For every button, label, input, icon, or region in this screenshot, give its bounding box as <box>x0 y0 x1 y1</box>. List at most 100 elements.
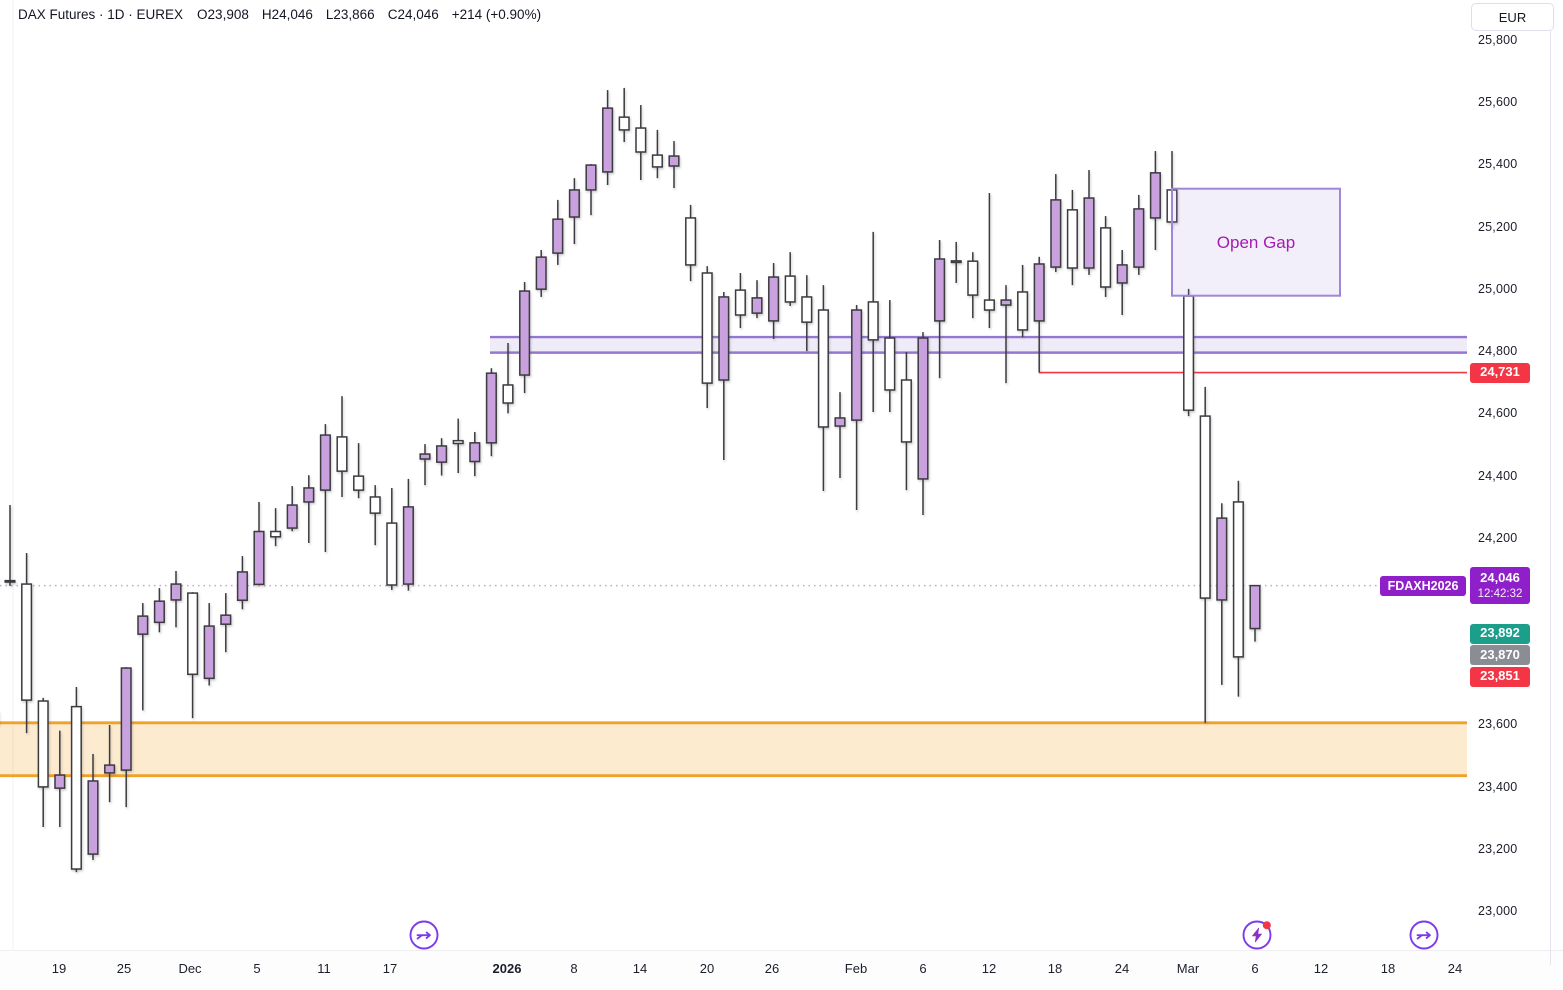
time-tick-label: 14 <box>632 961 648 976</box>
candle <box>21 552 33 734</box>
time-axis[interactable]: 19 25 Dec 5 11 17 2026 8 14 20 26 Feb 6 12 18 24 Mar 6 12 1… <box>0 950 1563 990</box>
candle <box>618 87 630 143</box>
candle <box>1232 480 1244 697</box>
price-tick-label: 23,600 <box>1478 717 1518 732</box>
price-tick-label: 25,400 <box>1478 157 1518 172</box>
candle <box>54 730 66 828</box>
price-tick-label: 23,400 <box>1478 779 1518 794</box>
candle <box>983 193 995 329</box>
candle <box>87 753 99 860</box>
candle <box>452 418 464 474</box>
price-tick-label: 24,200 <box>1478 530 1518 545</box>
candle <box>70 687 82 873</box>
badge-price: 23,870 <box>1480 646 1520 662</box>
chart-canvas[interactable]: Open Gap <box>0 0 1467 950</box>
candle <box>685 204 697 282</box>
time-tick-label: 18 <box>1047 961 1063 976</box>
time-tick-label: Mar <box>1176 961 1200 976</box>
badge-price: 24,046 <box>1480 570 1520 586</box>
candle <box>104 724 116 803</box>
badge-price: 23,892 <box>1480 625 1520 641</box>
candle <box>286 486 298 532</box>
candle <box>353 443 365 499</box>
price-tick-label: 25,000 <box>1478 281 1518 296</box>
level-badge-gray: 23,870 <box>1470 645 1530 666</box>
time-tick-label: 19 <box>51 961 67 976</box>
candle <box>851 305 863 511</box>
time-tick-label: 12 <box>1313 961 1329 976</box>
candle <box>801 275 813 352</box>
candle <box>784 252 796 306</box>
candle <box>1183 288 1195 417</box>
candle <box>369 485 381 546</box>
badge-price: 24,731 <box>1480 364 1520 380</box>
candle <box>319 424 331 553</box>
price-tick-label: 25,200 <box>1478 219 1518 234</box>
candle <box>386 487 398 590</box>
price-axis[interactable]: EUR 25,800 25,600 25,400 25,200 25,000 24,800… <box>1467 0 1563 950</box>
open-gap-label: Open Gap <box>1217 233 1295 252</box>
level-badge-red: 23,851 <box>1470 666 1530 687</box>
candle <box>137 603 149 711</box>
candle <box>203 603 215 686</box>
candle <box>1066 189 1078 286</box>
candle <box>187 592 199 719</box>
candles <box>4 87 1261 873</box>
candle <box>817 285 829 492</box>
series-title[interactable]: DAX Futures · 1D · EUREX <box>18 7 184 22</box>
candle <box>1116 249 1128 315</box>
time-tick-label: 6 <box>1251 961 1259 976</box>
candle <box>1216 503 1228 685</box>
candle <box>734 272 746 329</box>
candle <box>485 368 497 457</box>
currency-button[interactable]: EUR <box>1471 3 1554 31</box>
price-tick-label: 25,600 <box>1478 95 1518 110</box>
ohlc-close: C24,046 <box>387 7 439 22</box>
candle <box>519 282 531 394</box>
ohlc-low: L23,866 <box>325 7 375 22</box>
candle <box>1133 194 1145 275</box>
candle <box>1083 170 1095 275</box>
candle <box>469 431 481 477</box>
price-tick-label: 24,800 <box>1478 344 1518 359</box>
candle <box>950 241 962 283</box>
candle <box>602 90 614 185</box>
support-zone[interactable] <box>0 721 1467 778</box>
candle <box>552 199 564 265</box>
price-tick-label: 25,800 <box>1478 33 1518 47</box>
price-tick-label: 24,400 <box>1478 468 1518 483</box>
contract-rollover-icon[interactable] <box>1409 920 1439 950</box>
candle <box>1249 584 1261 642</box>
candle <box>668 141 680 189</box>
candle <box>1050 174 1062 273</box>
candle <box>153 588 165 633</box>
candle <box>270 508 282 547</box>
event-lightning-icon[interactable] <box>1242 920 1272 950</box>
time-tick-label: 11 <box>317 961 331 976</box>
contract-rollover-icon[interactable] <box>409 920 439 950</box>
notification-dot <box>1262 921 1271 930</box>
time-tick-label: 24 <box>1447 961 1463 976</box>
time-tick-label: 17 <box>382 961 398 976</box>
time-tick-label: 2026 <box>492 961 522 976</box>
candle <box>1199 386 1211 723</box>
candle <box>220 593 232 653</box>
time-tick-label: 25 <box>116 961 132 976</box>
candle <box>751 280 763 319</box>
time-tick-label: 6 <box>919 961 927 976</box>
candle <box>718 291 730 460</box>
candle <box>120 667 132 808</box>
candle <box>236 556 248 610</box>
candle <box>170 571 182 628</box>
candle <box>303 475 315 544</box>
candle <box>1017 264 1029 338</box>
candle <box>934 240 946 379</box>
time-tick-label: 12 <box>981 961 997 976</box>
open-gap-annotation[interactable]: Open Gap <box>1171 187 1341 297</box>
candle <box>535 249 547 297</box>
time-tick-label: 24 <box>1114 961 1130 976</box>
resistance-zone[interactable] <box>490 335 1467 354</box>
swing-low-price-badge: 24,731 <box>1470 362 1530 383</box>
ohlc-change: +214 (+0.90%) <box>451 7 542 22</box>
